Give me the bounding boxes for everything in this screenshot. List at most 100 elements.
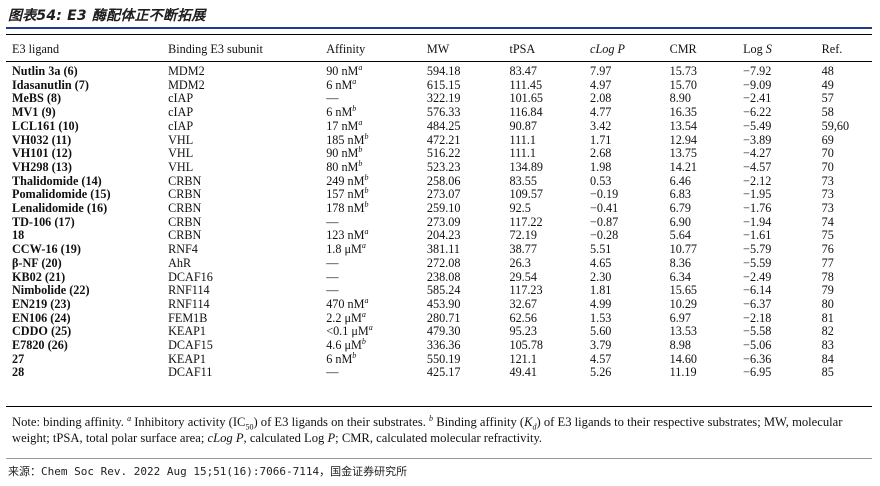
cell-clogp: −0.87 [590, 214, 619, 229]
cell-clogp: 1.53 [590, 310, 612, 325]
cell-cmr: 15.70 [669, 77, 698, 92]
cell-tpsa: 95.23 [509, 324, 537, 339]
cell-subunit: CRBN [168, 201, 202, 216]
cell-cmr: 5.64 [669, 228, 691, 243]
cell-ligand: Nimbolide (22) [12, 283, 168, 298]
note-part-7: ; CMR, calculated molecular refractivity… [335, 431, 543, 445]
col-header-ligand: E3 ligand [12, 41, 60, 56]
affinity-value: — [326, 91, 339, 106]
cell-ref: 69 [821, 132, 834, 147]
cell-tpsa: 29.54 [509, 269, 537, 284]
cell-ref: 82 [821, 324, 834, 339]
cell-clogp: 3.42 [590, 118, 612, 133]
cell-clogp: −0.19 [590, 187, 619, 202]
cell-logs: −6.95 [743, 365, 772, 380]
cell-tpsa: 105.78 [509, 338, 543, 353]
cell-mw: 381.11 [426, 242, 460, 257]
cell-affinity: 1.8 μMa [326, 242, 427, 257]
cell-tpsa: 111.1 [509, 132, 537, 147]
cell-clogp: 2.08 [590, 91, 612, 106]
affinity-footnote-mark: a [361, 309, 366, 319]
cell-cmr: 6.79 [669, 201, 691, 216]
cell-mw: 576.33 [426, 105, 461, 120]
header-rule [6, 61, 872, 62]
cell-ligand: E7820 (26) [12, 338, 168, 353]
table-row: VH032 (11) VHL 185 nMb 472.21 111.1 1.71 12.94… [12, 131, 862, 148]
cell-tpsa: 83.55 [509, 173, 537, 188]
cell-ligand: MV1 (9) [12, 105, 168, 120]
cell-mw: 615.15 [426, 77, 461, 92]
affinity-footnote-mark: a [358, 62, 363, 72]
table-bottom-rule [6, 406, 872, 407]
ligand-name: CDDO [12, 324, 48, 339]
affinity-value: 90 nM [326, 64, 359, 78]
cell-logs: −2.18 [743, 310, 772, 325]
affinity-footnote-mark: a [358, 117, 363, 127]
cell-logs: −1.95 [743, 187, 772, 202]
ligand-name: TD-106 [12, 214, 52, 229]
cell-subunit: CRBN [168, 187, 202, 202]
cell-ref: 73 [821, 201, 834, 216]
table-row: Idasanutlin (7) MDM2 6 nMa 615.15 111.45 4.97… [12, 77, 862, 93]
cell-ref: 83 [821, 338, 834, 353]
cell-cmr: 6.83 [669, 187, 691, 202]
cell-ref: 78 [821, 269, 834, 284]
table-row: CDDO (25) KEAP1 <0.1 μMa 479.30 95.23 5.60 13.… [12, 324, 862, 339]
cell-cmr: 14.60 [669, 351, 698, 366]
cell-tpsa: 116.84 [509, 105, 543, 120]
ligand-name: 28 [12, 365, 25, 380]
cell-mw: 516.22 [426, 146, 461, 161]
cell-logs: −6.14 [743, 283, 772, 298]
ligand-number: (22) [69, 283, 90, 298]
cell-ref: 74 [821, 214, 834, 229]
cell-cmr: 12.94 [669, 132, 698, 147]
col-header-clogp-prefix: cLog [590, 41, 615, 56]
cell-mw: 453.90 [426, 296, 461, 311]
cell-tpsa: 49.41 [509, 365, 537, 380]
cell-clogp: 4.97 [590, 77, 612, 92]
cell-subunit: VHL [168, 146, 194, 161]
table-row: TD-106 (17) CRBN —273.09 117.22 −0.87 6.90 −1.… [12, 214, 862, 230]
cell-clogp: 1.71 [590, 132, 612, 147]
cell-logs: −2.49 [743, 269, 772, 284]
table-row: KB02 (21) DCAF16—238.08 29.54 2.30 6.34 −2.49… [12, 269, 862, 285]
figure-title: 图表54: E3 酶配体正不断拓展 [8, 8, 206, 24]
ligand-table: E3 ligand Binding E3 subunit Affinity MW… [12, 40, 862, 380]
cell-tpsa: 90.87 [509, 118, 537, 133]
cell-cmr: 10.77 [669, 242, 698, 257]
ligand-name: VH032 [12, 132, 49, 147]
cell-tpsa: 83.47 [509, 64, 537, 78]
table-row: LCL161 (10) cIAP 17 nMa 484.25 90.87 3.42 13.5… [12, 117, 862, 134]
col-header-logs-prefix: Log [743, 41, 763, 56]
ligand-name: Thalidomide [12, 173, 79, 188]
cell-cmr: 16.35 [669, 105, 698, 120]
cell-ref: 57 [821, 91, 834, 106]
cell-tpsa: 32.67 [509, 296, 537, 311]
ligand-name: Pomalidomide [12, 187, 88, 202]
cell-subunit: KEAP1 [168, 351, 207, 366]
affinity-footnote-mark: b [364, 131, 369, 141]
table-row: CCW-16 (19) RNF4 1.8 μMa 381.11 38.77 5.51 10.… [12, 242, 862, 257]
cell-tpsa: 92.5 [509, 201, 531, 216]
cell-mw: 204.23 [426, 228, 461, 243]
ligand-number: (10) [58, 118, 79, 133]
cell-clogp: 5.26 [590, 365, 612, 380]
cell-cmr: 8.98 [669, 338, 691, 353]
cell-tpsa: 109.57 [509, 187, 543, 202]
affinity-value: — [326, 365, 339, 380]
cell-mw: 272.08 [426, 255, 461, 270]
cell-cmr: 6.34 [669, 269, 691, 284]
cell-affinity: — [326, 256, 427, 271]
ligand-number: (24) [50, 310, 71, 325]
table-row: E7820 (26) DCAF15 4.6 μMb 336.36 105.78 3.79 8… [12, 338, 862, 353]
note-p-var-2: P [327, 431, 336, 445]
cell-affinity: 90 nMb [326, 146, 427, 161]
cell-ligand: EN106 (24) [12, 310, 168, 326]
affinity-value: 178 nM [326, 201, 365, 216]
cell-mw: 258.06 [426, 173, 461, 188]
affinity-footnote-mark: b [352, 104, 357, 114]
ligand-number: (13) [51, 159, 72, 174]
cell-tpsa: 38.77 [509, 242, 537, 257]
cell-affinity: 470 nMa [326, 296, 427, 312]
table-row: EN106 (24) FEM1B 2.2 μMa 280.71 62.56 1.53 6.9… [12, 309, 862, 326]
